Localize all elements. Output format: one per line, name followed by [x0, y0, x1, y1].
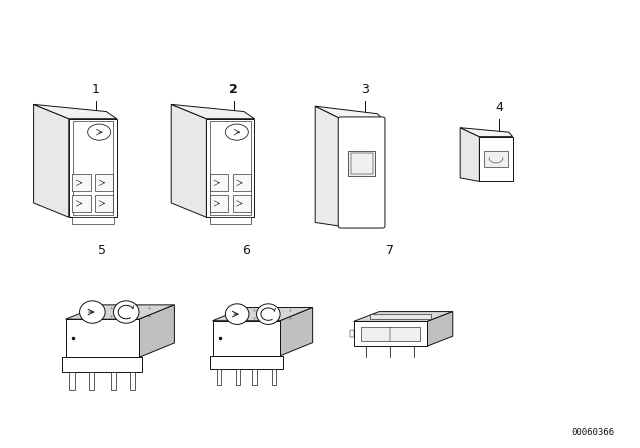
Polygon shape [66, 305, 174, 319]
Ellipse shape [113, 301, 139, 323]
Circle shape [225, 124, 248, 140]
Bar [348, 151, 375, 176]
Bar [252, 369, 257, 385]
Bar [72, 121, 113, 215]
Bar [69, 372, 74, 390]
Polygon shape [280, 307, 312, 356]
Bar [271, 369, 276, 385]
Bar [68, 119, 116, 217]
Bar [72, 217, 114, 224]
Bar [212, 321, 280, 356]
Polygon shape [140, 305, 174, 358]
Bar [89, 372, 94, 390]
Bar [354, 322, 428, 346]
Bar [210, 121, 251, 215]
Bar [210, 217, 252, 224]
Bar [349, 330, 354, 337]
FancyBboxPatch shape [339, 117, 385, 228]
Polygon shape [33, 104, 68, 217]
Text: 4: 4 [495, 101, 503, 114]
Ellipse shape [79, 301, 105, 323]
Polygon shape [354, 312, 453, 322]
Bar [232, 174, 251, 191]
Text: 5: 5 [99, 244, 106, 257]
Polygon shape [33, 104, 116, 119]
Bar [236, 369, 241, 385]
Bar [72, 174, 91, 191]
Bar [131, 372, 136, 390]
Bar [72, 195, 91, 212]
Polygon shape [172, 104, 254, 119]
Text: 00060366: 00060366 [572, 428, 614, 437]
Text: 6: 6 [243, 244, 250, 257]
Polygon shape [460, 128, 513, 137]
Polygon shape [212, 307, 312, 321]
Text: 2: 2 [229, 83, 238, 96]
Bar [484, 151, 508, 167]
Bar [206, 119, 255, 217]
Text: 7: 7 [387, 244, 394, 257]
Bar [210, 356, 284, 369]
Circle shape [88, 124, 111, 140]
Bar [232, 195, 251, 212]
Polygon shape [428, 312, 453, 346]
Polygon shape [172, 104, 206, 217]
Bar [210, 174, 228, 191]
Bar [111, 372, 116, 390]
Polygon shape [370, 314, 431, 319]
Bar [479, 137, 513, 181]
Bar [361, 327, 420, 340]
Bar [210, 195, 228, 212]
Ellipse shape [257, 304, 280, 324]
Ellipse shape [225, 304, 249, 324]
Polygon shape [460, 128, 479, 181]
Polygon shape [315, 106, 340, 226]
Bar [63, 358, 143, 372]
Bar [351, 153, 372, 174]
Text: 1: 1 [92, 83, 100, 96]
Bar [95, 174, 113, 191]
Text: 3: 3 [361, 83, 369, 96]
Bar [66, 319, 140, 358]
Bar [95, 195, 113, 212]
Polygon shape [315, 106, 383, 119]
Bar [216, 369, 221, 385]
